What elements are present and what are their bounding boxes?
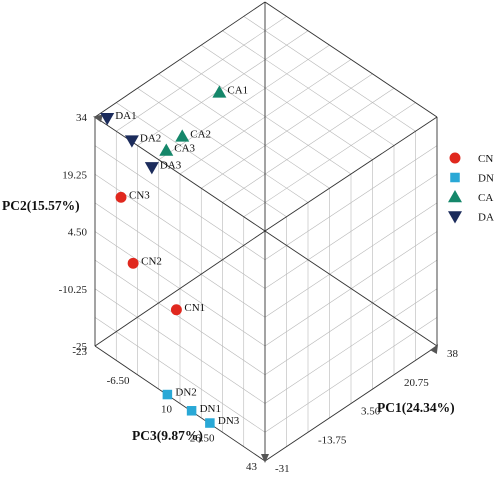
data-point-dn2 [162,389,173,400]
data-point-ca2 [175,129,190,142]
data-point-dn1 [186,406,197,416]
grid-line [264,202,438,318]
point-label-dn3: DN3 [218,415,240,427]
pc1-tick-label: 3.50 [361,406,381,418]
grid-line [243,102,416,217]
point-label-cn3: CN3 [129,189,150,201]
legend-label-cn: CN [478,153,493,165]
grid-line [243,16,416,132]
point-label-ca2: CA2 [190,128,211,140]
pc3-tick-label: 10 [161,404,173,416]
legend-marker-da [448,211,462,224]
legend-label-da: DA [478,212,494,224]
point-label-da2: DA2 [140,133,161,145]
axis-ticks: -25 -10.25 4.50 19.25 34 -23 -6.50 10 26.50 43 -31… [59,112,459,475]
pc1-tick-label: 38 [447,348,459,360]
pc1-axis-title: PC1(24.34%) [377,400,455,415]
point-label-cn1: CN1 [184,302,205,314]
pc3-tick-label: 26.50 [190,432,215,444]
point-label-dn1: DN1 [200,403,221,415]
grid-line [201,73,373,189]
pc2-tick-label: 34 [76,112,88,124]
pc1-tick-label: 20.75 [404,377,429,389]
frame-edge [264,345,438,462]
grid-line [264,174,438,289]
grid-line [201,44,373,160]
pc1-tick-label: -31 [275,463,290,475]
frame-edge [264,230,438,347]
frame-edge [94,230,266,347]
grid-line [222,88,395,203]
grid-line [222,30,395,146]
pc3-axis-arrow [261,454,269,463]
pc2-axis-arrow [93,114,103,123]
legend: CN DN CA DA [448,152,494,224]
frame-edge [94,345,266,462]
grid-line [264,145,438,260]
grid-line [179,59,352,175]
pc2-tick-label: 19.25 [62,169,87,181]
frame-edge [264,1,438,118]
data-point-ca3 [159,143,174,156]
legend-marker-dn [450,172,460,183]
point-label-cn2: CN2 [141,255,162,267]
pc1-axis-arrow [429,344,439,355]
legend-marker-ca [448,190,462,203]
data-point-da3 [144,162,159,175]
data-point-ca1 [212,85,227,98]
pc2-tick-label: -10.25 [59,284,88,296]
frame-edge [94,1,266,118]
pc3-axis-title: PC3(9.87%) [132,428,203,443]
data-point-cn1 [170,304,182,316]
legend-marker-cn [449,152,461,164]
pc3-tick-label: -6.50 [107,375,130,387]
data-point-cn3 [115,191,127,203]
pc1-tick-label: -13.75 [318,434,347,446]
point-label-ca3: CA3 [174,142,195,154]
data-point-cn2 [127,257,139,269]
point-label-da3: DA3 [160,159,182,171]
data-point-dn3 [205,418,215,428]
frame-edge [264,116,438,232]
pc3-tick-label: 43 [246,461,258,473]
grid-line [94,145,266,260]
pc2-tick-label: 4.50 [68,227,88,239]
point-label-da1: DA1 [115,110,136,122]
pc3-tick-label: -23 [72,346,87,358]
point-label-ca1: CA1 [227,84,248,96]
data-point-da1 [100,112,115,126]
pc2-tick-label: -25 [72,341,87,353]
legend-label-ca: CA [478,192,493,204]
frame-edge [94,116,266,232]
grid-line [94,202,266,318]
data-point-da2 [124,135,139,148]
pc2-axis-title: PC2(15.57%) [2,198,80,213]
point-label-dn2: DN2 [175,387,196,399]
legend-label-dn: DN [478,173,494,185]
cube-frame [93,1,439,463]
